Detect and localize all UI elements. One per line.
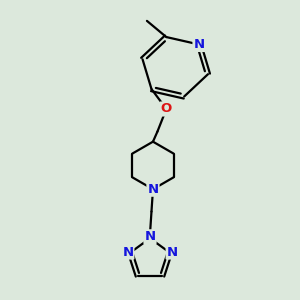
- Text: N: N: [144, 230, 156, 243]
- Text: N: N: [194, 38, 205, 51]
- Text: O: O: [161, 103, 172, 116]
- Text: N: N: [147, 183, 158, 196]
- Text: N: N: [122, 246, 134, 259]
- Text: N: N: [167, 246, 178, 259]
